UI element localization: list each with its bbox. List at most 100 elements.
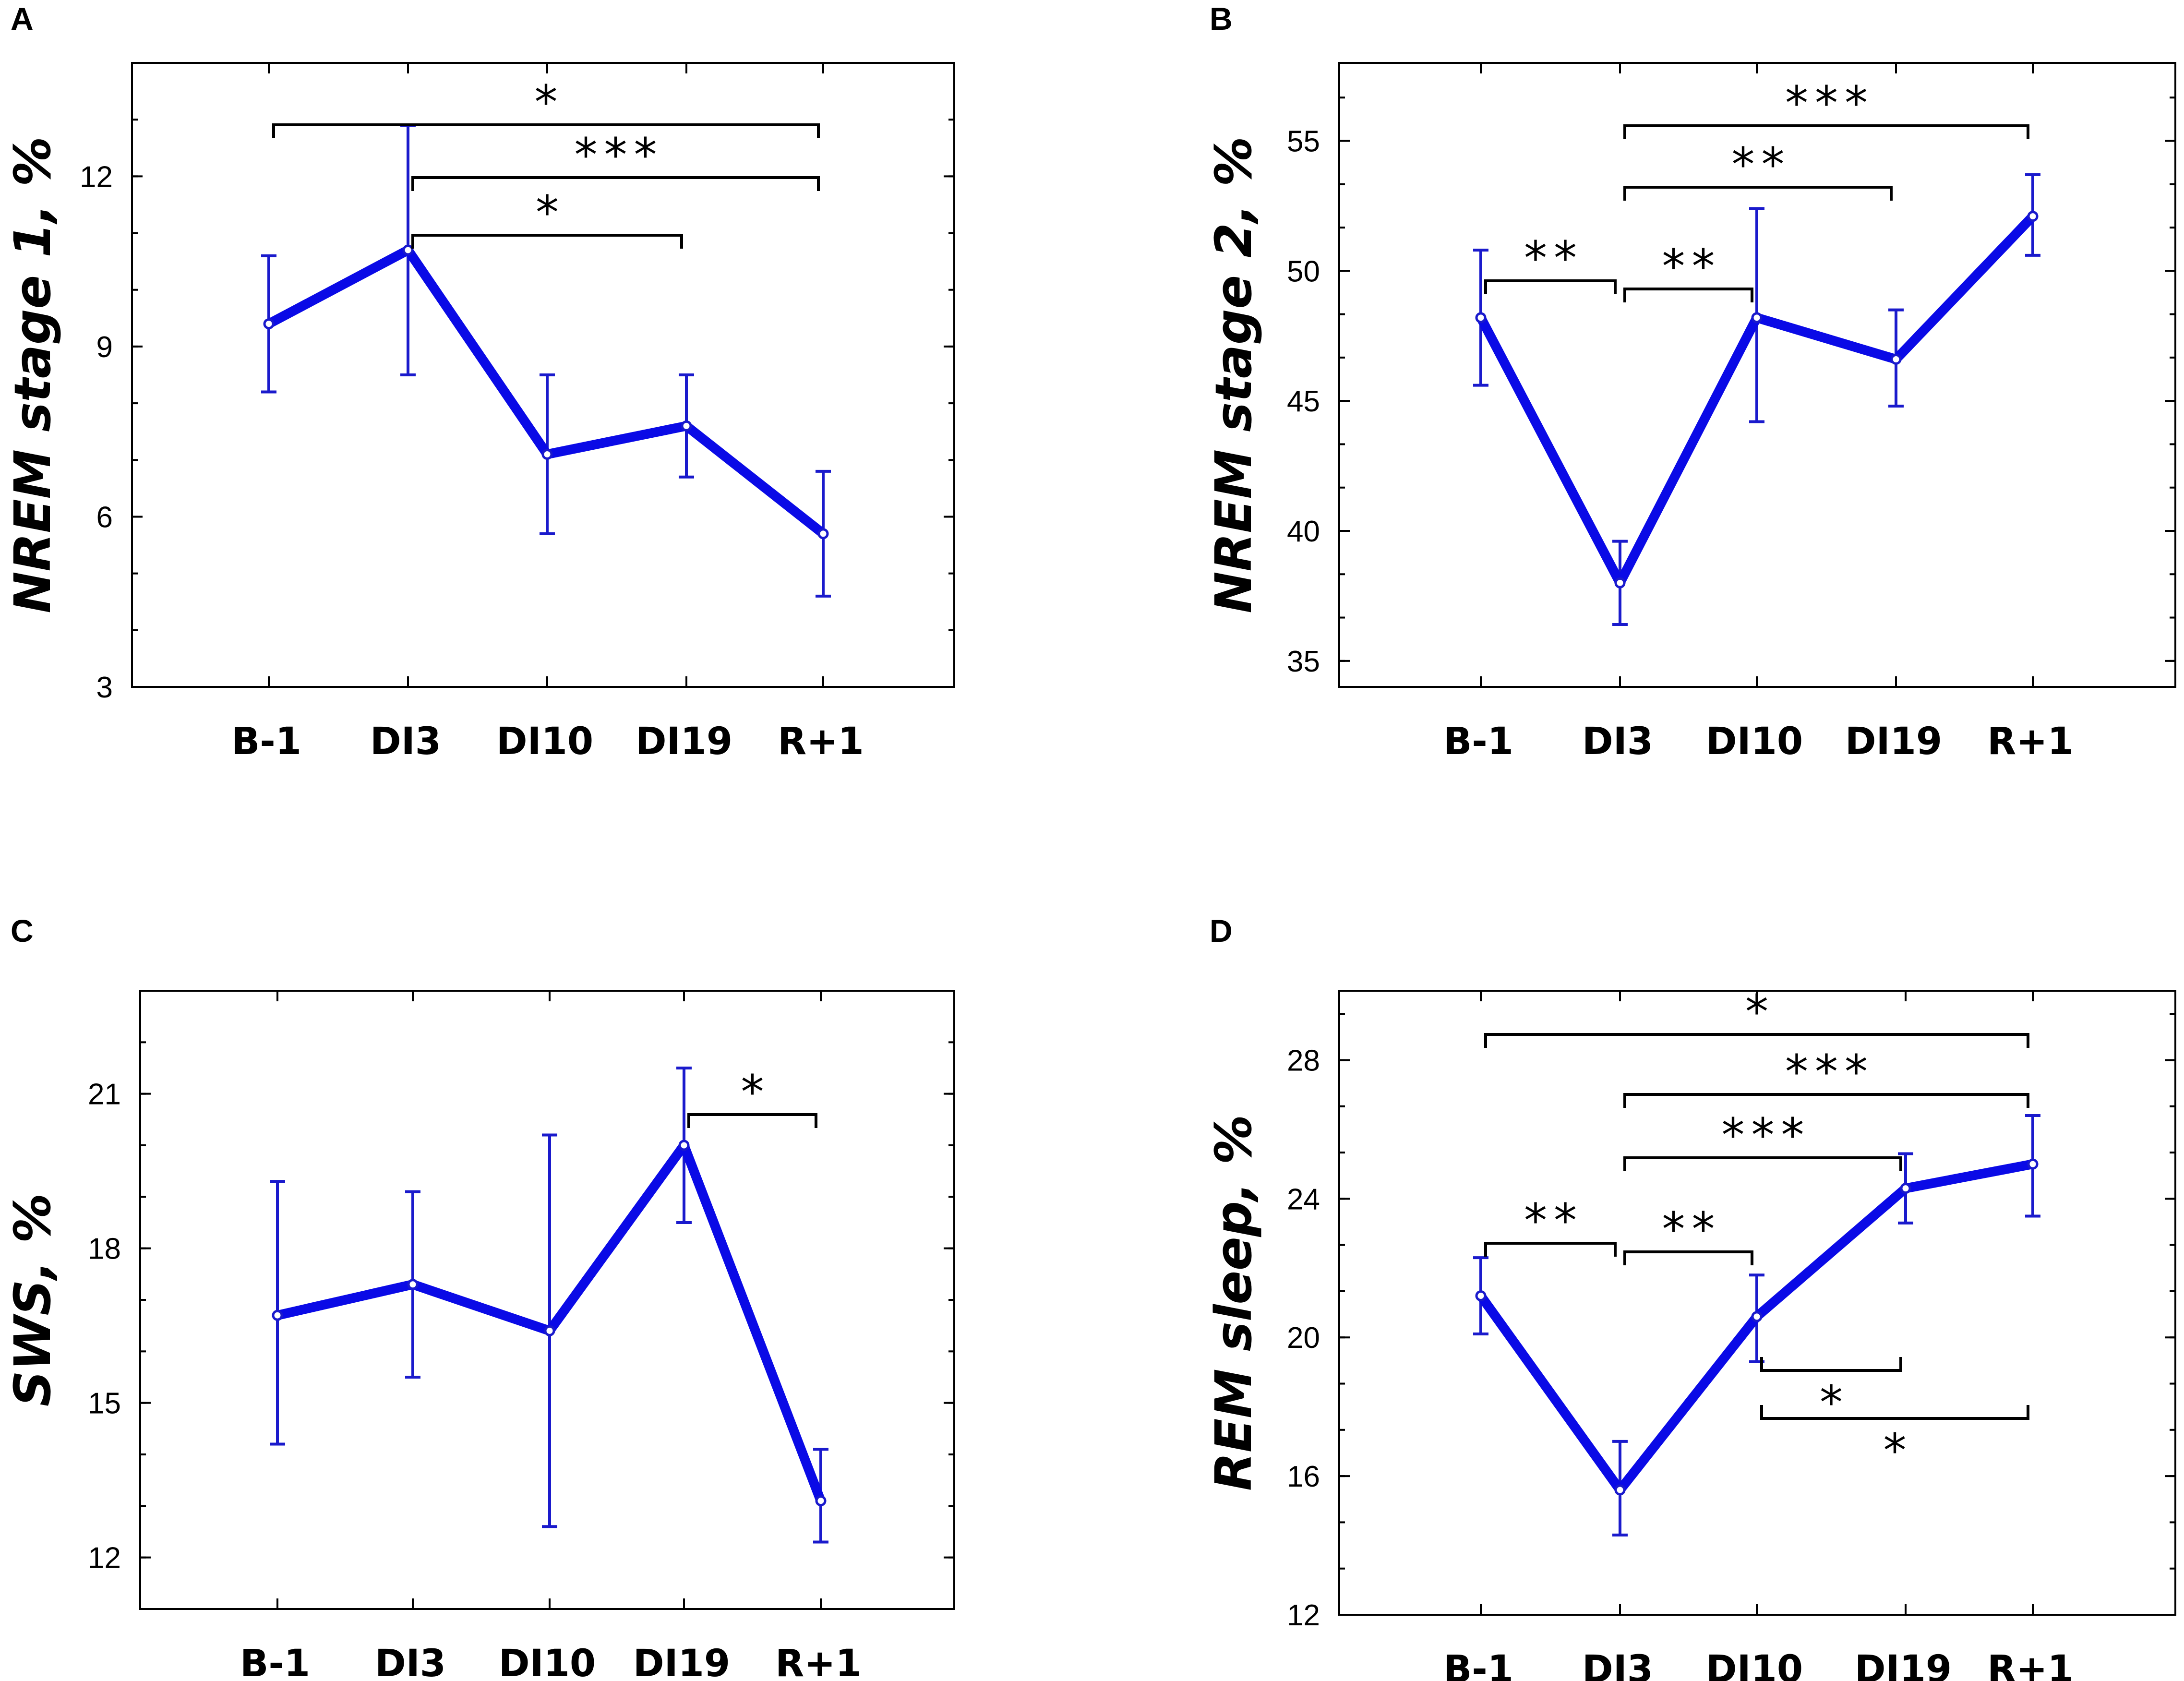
x-tick-label: R+1 — [775, 1642, 862, 1681]
panel-letter-c: C — [11, 913, 34, 949]
y-tick-label: 18 — [88, 1233, 121, 1266]
significance-label: * — [535, 75, 564, 129]
x-tick-label: DI3 — [1582, 720, 1653, 763]
x-tick-label: DI10 — [499, 1642, 596, 1681]
significance-label: *** — [1722, 1108, 1811, 1162]
y-tick-label: 21 — [88, 1078, 121, 1111]
data-point — [2027, 211, 2039, 222]
significance-label: * — [536, 186, 565, 240]
data-point — [541, 448, 553, 460]
significance-d: ********* **** — [1484, 985, 2029, 1477]
panel-letter-d: D — [1210, 913, 1233, 949]
panel-letter-b: B — [1210, 1, 1233, 36]
x-tick-label: B-1 — [1443, 720, 1513, 763]
data-point — [1890, 354, 1902, 365]
y-ticks-a: 3 6 9 12 — [80, 62, 954, 704]
y-tick-label: 24 — [1287, 1183, 1320, 1216]
x-tick-label: DI19 — [1855, 1648, 1952, 1681]
y-tick-label: 12 — [80, 160, 113, 193]
significance-bracket — [1484, 1242, 1617, 1257]
x-tick-label: DI10 — [1706, 1648, 1803, 1681]
significance-bracket — [1623, 124, 2029, 139]
significance-label: *** — [1785, 76, 1874, 130]
x-tick-label: R+1 — [1987, 720, 2074, 763]
significance-a: ***** — [272, 75, 820, 249]
significance-label: ** — [1524, 231, 1584, 285]
significance-label: ** — [1662, 1202, 1722, 1256]
significance-bracket — [1760, 1357, 1902, 1372]
y-axis-label-b: NREM stage 2, % — [1204, 136, 1263, 613]
data-point — [402, 244, 414, 256]
y-tick-label: 6 — [96, 501, 113, 534]
x-tick-label: DI19 — [1845, 720, 1942, 763]
data-point — [407, 1279, 419, 1290]
data-point — [817, 528, 829, 540]
significance-bracket — [1623, 186, 1893, 201]
significance-b: ******* ** — [1484, 76, 2029, 302]
x-ticks-d: B-1 DI3 DI10 DI19 R+1 — [1443, 991, 2074, 1681]
series-a — [261, 124, 831, 598]
significance-label: ** — [1732, 138, 1791, 192]
data-point — [1751, 312, 1763, 324]
y-axis-label-c: SWS, % — [3, 1193, 62, 1406]
data-point — [2027, 1158, 2039, 1170]
significance-bracket — [411, 234, 683, 249]
x-ticks-c: B-1 DI3 DI10 DI19 R+1 — [240, 991, 862, 1681]
data-point — [1475, 312, 1487, 324]
significance-label: ** — [1662, 240, 1722, 293]
x-tick-label: B-1 — [240, 1642, 310, 1681]
y-tick-label: 35 — [1287, 645, 1320, 678]
significance-bracket — [1623, 1093, 2029, 1108]
y-tick-label: 12 — [1287, 1599, 1320, 1632]
y-tick-label: 9 — [96, 331, 113, 364]
y-tick-label: 28 — [1287, 1044, 1320, 1077]
significance-label: *** — [1785, 1045, 1874, 1099]
significance-label: *** — [575, 128, 664, 182]
data-point — [678, 1140, 690, 1151]
x-ticks-b: B-1 DI3 DI10 DI19 R+1 — [1443, 63, 2074, 763]
x-tick-label: B-1 — [231, 720, 301, 763]
significance-bracket — [1623, 288, 1753, 302]
y-tick-label: 12 — [88, 1542, 121, 1575]
data-point — [1751, 1311, 1763, 1322]
x-tick-label: R+1 — [778, 720, 864, 763]
significance-c: * — [687, 1065, 817, 1128]
x-tick-label: DI19 — [633, 1642, 730, 1681]
significance-label: ** — [1524, 1194, 1584, 1248]
significance-bracket — [272, 123, 820, 138]
x-tick-label: B-1 — [1443, 1648, 1513, 1681]
series-b — [1473, 173, 2040, 626]
y-tick-label: 40 — [1287, 515, 1320, 548]
x-tick-label: DI3 — [370, 720, 441, 763]
plot-frame-c — [139, 990, 955, 1610]
series-d — [1473, 1114, 2040, 1537]
data-point — [681, 420, 692, 432]
data-point — [815, 1495, 827, 1507]
data-point — [1614, 577, 1626, 588]
y-tick-label: 15 — [88, 1387, 121, 1420]
significance-label: * — [1745, 985, 1775, 1039]
significance-bracket — [1484, 279, 1617, 294]
y-axis-label-d: REM sleep, % — [1204, 1115, 1263, 1491]
y-ticks-d: 12 16 20 24 28 — [1287, 1013, 2175, 1632]
y-tick-label: 50 — [1287, 255, 1320, 288]
significance-bracket — [1623, 1250, 1753, 1265]
y-axis-label-a: NREM stage 1, % — [3, 136, 62, 613]
y-tick-label: 20 — [1287, 1321, 1320, 1355]
panel-c: C 12 15 18 21 B-1 DI3 DI10 DI19 R+1 * SWS, % — [3, 913, 955, 1681]
data-point — [263, 318, 275, 330]
data-point — [544, 1325, 555, 1336]
x-tick-label: DI3 — [1582, 1648, 1653, 1681]
x-tick-label: DI10 — [496, 720, 593, 763]
x-tick-label: DI19 — [636, 720, 732, 763]
x-tick-label: DI10 — [1706, 720, 1803, 763]
y-ticks-c: 12 15 18 21 — [88, 990, 954, 1610]
significance-label: * — [1884, 1424, 1913, 1477]
panel-letter-a: A — [11, 1, 34, 36]
y-tick-label: 55 — [1287, 125, 1320, 158]
plot-frame-a — [131, 62, 955, 688]
